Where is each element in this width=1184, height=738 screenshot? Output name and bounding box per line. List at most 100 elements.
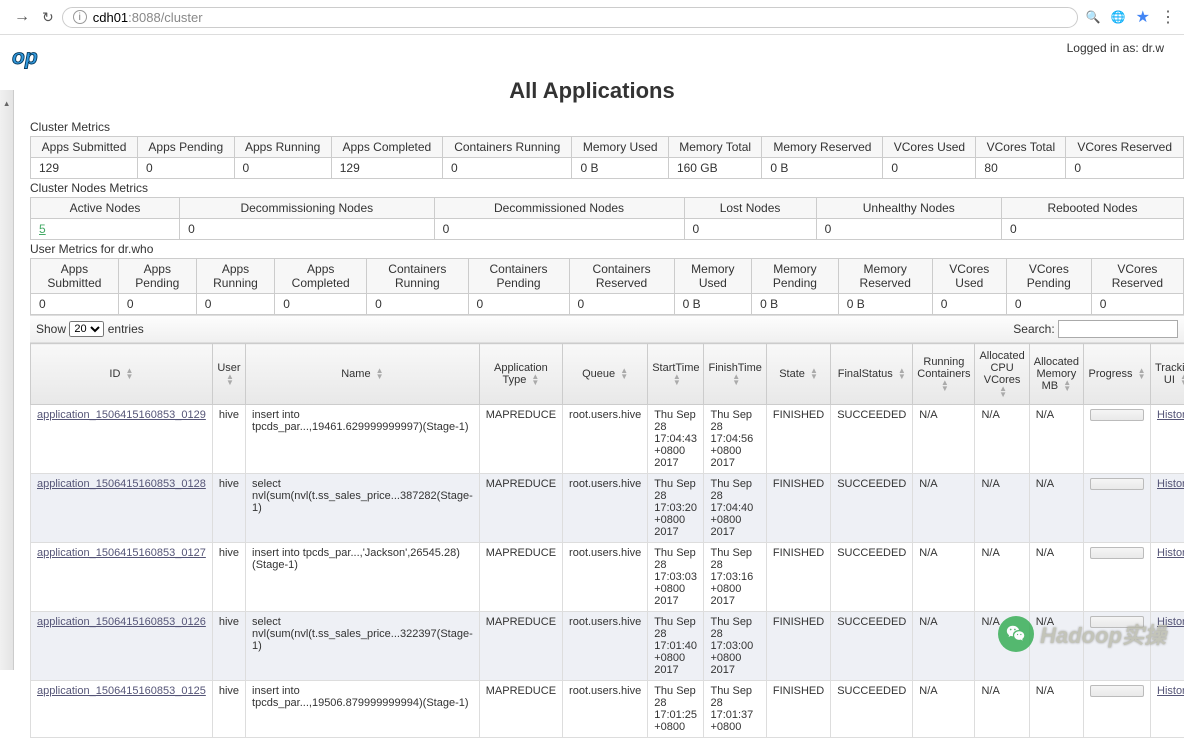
menu-icon[interactable]: ⋮ (1160, 7, 1174, 27)
application-id-link[interactable]: application_1506415160853_0129 (37, 409, 206, 421)
user-metrics-table: Apps SubmittedApps PendingApps RunningAp… (30, 258, 1184, 315)
metrics-value: 80 (976, 158, 1066, 179)
metrics-value: 129 (331, 158, 442, 179)
metrics-value: 0 (118, 294, 196, 315)
cell-queue: root.users.hive (563, 474, 648, 543)
apps-column-header[interactable]: Progress ▲▼ (1084, 344, 1151, 405)
cell-final: SUCCEEDED (831, 474, 913, 543)
application-id-link[interactable]: application_1506415160853_0126 (37, 616, 206, 628)
cell-user: hive (212, 612, 245, 681)
cell-id: application_1506415160853_0129 (31, 405, 213, 474)
cell-queue: root.users.hive (563, 543, 648, 612)
page-size-select[interactable]: 20 (69, 321, 104, 337)
left-collapse-bar[interactable]: ▸ (0, 90, 14, 670)
cell-id: application_1506415160853_0126 (31, 612, 213, 681)
apps-column-header[interactable]: Allocated CPU VCores ▲▼ (975, 344, 1029, 405)
table-row: application_1506415160853_0127hiveinsert… (31, 543, 1184, 612)
metrics-value: 0 (1066, 158, 1184, 179)
metrics-header: Decommissioned Nodes (434, 198, 684, 219)
page-title: All Applications (12, 78, 1172, 104)
table-row: application_1506415160853_0125 hiveinsert… (31, 681, 1184, 738)
cell-finish: Thu Sep2817:01:37+0800 (704, 681, 766, 738)
cell-running-containers: N/A (913, 474, 975, 543)
cell-cpu: N/A (975, 405, 1029, 474)
tracking-ui-link[interactable]: History (1157, 409, 1184, 421)
cell-start: Thu Sep2817:04:43+08002017 (648, 405, 704, 474)
apps-column-header[interactable]: State ▲▼ (766, 344, 830, 405)
metrics-value: 0 (684, 219, 816, 240)
metrics-header: Containers Running (367, 259, 468, 294)
cell-finish: Thu Sep2817:03:00+08002017 (704, 612, 766, 681)
metrics-header: VCores Reserved (1066, 137, 1184, 158)
apps-column-header[interactable]: FinishTime ▲▼ (704, 344, 766, 405)
metrics-header: Memory Reserved (838, 259, 932, 294)
cell-start: Thu Sep2817:03:20+08002017 (648, 474, 704, 543)
logged-in-label: Logged in as: dr.w (1067, 41, 1164, 55)
application-id-link[interactable]: application_1506415160853_0125 (37, 685, 206, 697)
nodes-metrics-table: Active NodesDecommissioning NodesDecommi… (30, 197, 1184, 240)
search-label: Search: (1013, 322, 1054, 336)
metrics-value: 0 (196, 294, 275, 315)
apps-column-header[interactable]: Application Type ▲▼ (479, 344, 562, 405)
user-metrics-label: User Metrics for dr.who (18, 240, 1184, 258)
site-info-icon[interactable]: i (73, 10, 87, 24)
zoom-icon[interactable]: 🔍 (1086, 10, 1101, 24)
progress-bar (1090, 409, 1144, 421)
application-id-link[interactable]: application_1506415160853_0128 (37, 478, 206, 490)
bookmark-icon[interactable]: ★ (1136, 7, 1150, 27)
apps-column-header[interactable]: User ▲▼ (212, 344, 245, 405)
metrics-value: 0 B (674, 294, 752, 315)
cell-name: insert into tpcds_par...,19506.879999999… (246, 681, 480, 738)
translate-icon[interactable]: 🌐 (1111, 10, 1126, 24)
metrics-header: Containers Pending (468, 259, 569, 294)
search-input[interactable] (1058, 320, 1178, 338)
apps-column-header[interactable]: Tracking UI ▲▼ (1151, 344, 1184, 405)
address-bar[interactable]: i cdh01:8088/cluster (62, 7, 1078, 28)
metrics-header: Memory Reserved (762, 137, 883, 158)
tracking-ui-link[interactable]: History (1157, 685, 1184, 697)
active-nodes-link[interactable]: 5 (39, 222, 46, 236)
cell-progress (1084, 405, 1151, 474)
metrics-header: Decommissioning Nodes (180, 198, 435, 219)
apps-column-header[interactable]: Running Containers ▲▼ (913, 344, 975, 405)
metrics-value: 0 B (752, 294, 839, 315)
metrics-value: 129 (31, 158, 138, 179)
back-button[interactable]: → (10, 6, 34, 28)
metrics-header: Rebooted Nodes (1001, 198, 1183, 219)
apps-column-header[interactable]: StartTime ▲▼ (648, 344, 704, 405)
metrics-header: Lost Nodes (684, 198, 816, 219)
cell-queue: root.users.hive (563, 681, 648, 738)
apps-column-header[interactable]: FinalStatus ▲▼ (831, 344, 913, 405)
apps-column-header[interactable]: Allocated Memory MB ▲▼ (1029, 344, 1083, 405)
cell-name: insert into tpcds_par...,19461.629999999… (246, 405, 480, 474)
reload-button[interactable]: ↻ (42, 9, 54, 26)
tracking-ui-link[interactable]: History (1157, 478, 1184, 490)
apps-column-header[interactable]: Name ▲▼ (246, 344, 480, 405)
cell-state: FINISHED (766, 681, 830, 738)
cell-state: FINISHED (766, 612, 830, 681)
metrics-value: 0 (275, 294, 367, 315)
applications-table: ID ▲▼User ▲▼Name ▲▼Application Type ▲▼Qu… (30, 343, 1184, 738)
cell-final: SUCCEEDED (831, 405, 913, 474)
url-path: :8088/cluster (128, 10, 202, 25)
metrics-value: 0 B (762, 158, 883, 179)
cell-user: hive (212, 681, 245, 738)
metrics-header: Containers Reserved (569, 259, 674, 294)
cell-state: FINISHED (766, 543, 830, 612)
cell-finish: Thu Sep2817:03:16+08002017 (704, 543, 766, 612)
metrics-value: 0 (31, 294, 119, 315)
metrics-value: 0 (468, 294, 569, 315)
tracking-ui-link[interactable]: History (1157, 547, 1184, 559)
application-id-link[interactable]: application_1506415160853_0127 (37, 547, 206, 559)
metrics-value: 0 B (838, 294, 932, 315)
cell-running-containers: N/A (913, 681, 975, 738)
metrics-value: 0 (434, 219, 684, 240)
metrics-header: Unhealthy Nodes (816, 198, 1001, 219)
metrics-header: Memory Pending (752, 259, 839, 294)
apps-column-header[interactable]: ID ▲▼ (31, 344, 213, 405)
apps-column-header[interactable]: Queue ▲▼ (563, 344, 648, 405)
cell-type: MAPREDUCE (479, 681, 562, 738)
watermark-text: Hadoop实操 (1040, 618, 1166, 650)
metrics-header: VCores Reserved (1091, 259, 1183, 294)
cell-progress (1084, 681, 1151, 738)
